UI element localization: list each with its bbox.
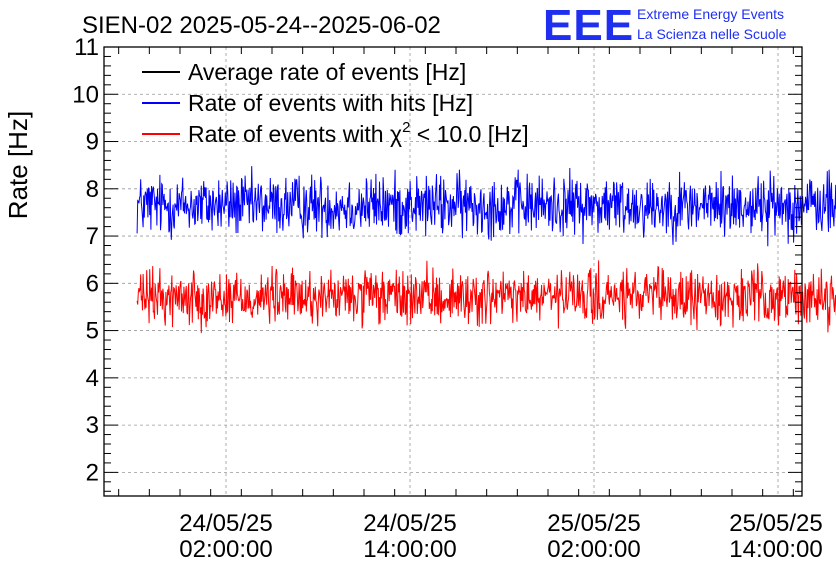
y-tick-label: 2 <box>86 459 99 486</box>
x-tick-labels: 24/05/2502:00:0024/05/2514:00:0025/05/25… <box>179 510 822 563</box>
eee-logo: EEE Extreme Energy Events La Scienza nel… <box>543 1 787 50</box>
y-tick-label: 3 <box>86 412 99 439</box>
x-tick-label-time: 14:00:00 <box>363 536 456 563</box>
y-tick-label: 8 <box>86 176 99 203</box>
x-tick-label-date: 25/05/25 <box>729 510 822 537</box>
x-tick-label-date: 24/05/25 <box>179 510 272 537</box>
y-axis-label: Rate [Hz] <box>3 111 33 219</box>
y-tick-label: 5 <box>86 318 99 345</box>
series-line-0 <box>136 166 836 247</box>
eee-logo-letters: EEE <box>543 1 634 50</box>
y-tick-label: 10 <box>72 81 99 108</box>
y-tick-label: 6 <box>86 270 99 297</box>
x-tick-label-time: 02:00:00 <box>547 536 640 563</box>
x-tick-label-time: 02:00:00 <box>179 536 272 563</box>
x-tick-label-date: 24/05/25 <box>363 510 456 537</box>
legend-label: Rate of events with χ2 < 10.0 [Hz] <box>188 119 529 147</box>
y-tick-label: 11 <box>74 34 99 61</box>
x-tick-label-time: 14:00:00 <box>729 536 822 563</box>
legend-label: Rate of events with hits [Hz] <box>188 90 473 116</box>
x-tick-label-date: 25/05/25 <box>547 510 640 537</box>
y-tick-labels: 2 3 4 5 6 7 8 9 10 11 <box>72 34 99 486</box>
series-line-1 <box>136 260 836 334</box>
series-lines <box>136 166 836 334</box>
y-tick-label: 4 <box>86 365 99 392</box>
y-tick-label: 9 <box>86 129 99 156</box>
legend-label: Average rate of events [Hz] <box>188 59 466 85</box>
eee-logo-line2: La Scienza nelle Scuole <box>637 26 787 42</box>
chart-title: SIEN-02 2025-05-24--2025-06-02 <box>82 12 441 39</box>
y-tick-label: 7 <box>86 223 99 250</box>
axis-ticks <box>104 46 802 496</box>
eee-logo-line1: Extreme Energy Events <box>637 6 784 22</box>
legend: Average rate of events [Hz] Rate of event… <box>142 59 529 147</box>
plot-frame <box>103 46 803 497</box>
